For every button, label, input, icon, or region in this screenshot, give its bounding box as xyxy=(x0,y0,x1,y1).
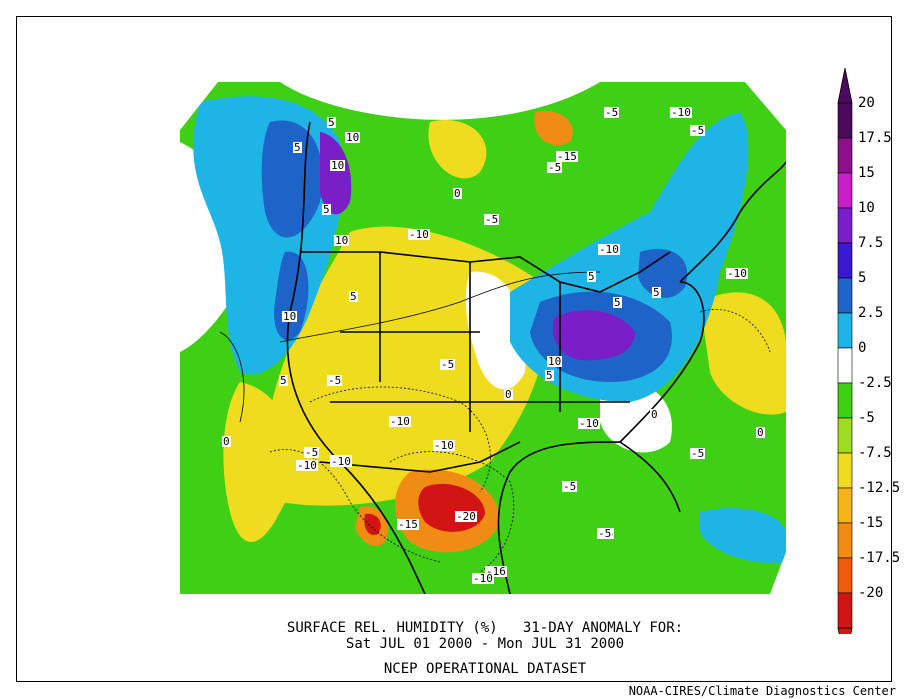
contour-value-label: -10 xyxy=(472,572,494,585)
contour-value-label: 5 xyxy=(279,374,288,387)
contour-value-label: 0 xyxy=(222,435,231,448)
colorbar-tick-label: -5 xyxy=(858,410,875,426)
colorbar-bottom-arrow xyxy=(837,627,853,634)
contour-value-label: -15 xyxy=(556,150,578,163)
contour-value-label: -10 xyxy=(433,439,455,452)
dry-region-pacific xyxy=(223,382,295,542)
wet-region-midwest-core xyxy=(552,310,635,361)
contour-value-label: 10 xyxy=(345,131,361,144)
contour-value-label: 0 xyxy=(453,187,462,200)
contour-value-label: 0 xyxy=(756,426,765,439)
colorbar xyxy=(837,68,853,634)
caption-dataset: NCEP OPERATIONAL DATASET xyxy=(383,661,587,677)
contour-value-label: -10 xyxy=(726,267,748,280)
colorbar-swatch xyxy=(837,137,853,174)
contour-value-label: -10 xyxy=(578,417,600,430)
contour-value-label: 0 xyxy=(504,388,513,401)
colorbar-swatch xyxy=(837,242,853,279)
colorbar-swatch xyxy=(837,207,853,244)
contour-value-label: -5 xyxy=(484,213,500,226)
colorbar-tick-label: 10 xyxy=(858,200,875,216)
colorbar-tick-label: 15 xyxy=(858,165,875,181)
wet-region-ontario xyxy=(638,248,688,298)
wet-region-pacific-mid xyxy=(261,120,323,238)
contour-value-label: -10 xyxy=(389,415,411,428)
contour-value-label: -10 xyxy=(296,459,318,472)
colorbar-tick-label: -15 xyxy=(858,515,884,531)
dry-region-atlantic xyxy=(700,292,786,415)
dry-region-northwest-canada xyxy=(428,120,487,179)
colorbar-swatch xyxy=(837,102,853,139)
caption-title: SURFACE REL. HUMIDITY (%) 31-DAY ANOMALY… xyxy=(286,620,684,636)
wet-region-northwest-core xyxy=(320,132,352,215)
contour-value-label: -16 xyxy=(485,565,507,578)
contour-value-label: 10 xyxy=(330,159,346,172)
colorbar-tick-label: 7.5 xyxy=(858,235,884,251)
contour-value-label: 5 xyxy=(587,270,596,283)
colorbar-tick-label: -2.5 xyxy=(858,375,892,391)
colorbar-top-arrow xyxy=(837,68,853,104)
wet-region-caribbean xyxy=(700,508,786,563)
contour-value-label: -5 xyxy=(304,446,320,459)
colorbar-swatch xyxy=(837,592,853,629)
contour-value-label: -10 xyxy=(408,228,430,241)
colorbar-tick-label: 5 xyxy=(858,270,867,286)
contour-value-label: -5 xyxy=(562,480,578,493)
dry-region-plains xyxy=(375,230,452,293)
colorbar-swatch xyxy=(837,277,853,314)
contour-value-label: -5 xyxy=(604,106,620,119)
colorbar-swatch xyxy=(837,382,853,419)
colorbar-tick-label: -20 xyxy=(858,585,884,601)
colorbar-swatch xyxy=(837,347,853,384)
contour-value-label: -5 xyxy=(690,124,706,137)
contour-value-label: 5 xyxy=(327,116,336,129)
contour-value-label: 0 xyxy=(650,408,659,421)
colorbar-swatch xyxy=(837,557,853,594)
colorbar-tick-label: 0 xyxy=(858,340,867,356)
contour-value-label: 10 xyxy=(334,234,350,247)
contour-value-label: -5 xyxy=(547,161,563,174)
colorbar-swatch xyxy=(837,312,853,349)
colorbar-swatch xyxy=(837,522,853,559)
contour-value-label: -5 xyxy=(440,358,456,371)
colorbar-swatch xyxy=(837,487,853,524)
contour-value-label: 5 xyxy=(652,286,661,299)
contour-value-label: -5 xyxy=(597,527,613,540)
colorbar-tick-label: -12.5 xyxy=(858,480,901,496)
contour-value-label: 10 xyxy=(282,310,298,323)
dry-region-baja-red xyxy=(364,513,381,536)
contour-value-label: -5 xyxy=(327,374,343,387)
colorbar-swatch xyxy=(837,172,853,209)
colorbar-tick-label: -7.5 xyxy=(858,445,892,461)
contour-value-label: 10 xyxy=(547,355,563,368)
humidity-anomaly-map xyxy=(180,82,786,594)
colorbar-tick-label: 20 xyxy=(858,95,875,111)
dry-region-arctic-orange xyxy=(534,111,573,146)
contour-value-label: 5 xyxy=(349,290,358,303)
contour-value-label: -15 xyxy=(397,518,419,531)
border-lines xyxy=(286,121,786,594)
contour-value-label: 5 xyxy=(613,296,622,309)
credit-text: NOAA-CIRES/Climate Diagnostics Center xyxy=(628,684,896,698)
contour-value-label: -20 xyxy=(455,510,477,523)
contour-value-label: -10 xyxy=(598,243,620,256)
plot-frame xyxy=(16,16,892,682)
colorbar-swatch xyxy=(837,452,853,489)
colorbar-tick-label: 17.5 xyxy=(858,130,892,146)
contour-value-label: -10 xyxy=(670,106,692,119)
contour-value-label: -10 xyxy=(330,455,352,468)
caption-dates: Sat JUL 01 2000 - Mon JUL 31 2000 xyxy=(345,636,625,652)
colorbar-tick-label: -17.5 xyxy=(858,550,901,566)
contour-value-label: -5 xyxy=(690,447,706,460)
contour-value-label: 5 xyxy=(545,369,554,382)
colorbar-tick-label: 2.5 xyxy=(858,305,884,321)
contour-value-label: 5 xyxy=(293,141,302,154)
contour-value-label: 5 xyxy=(322,203,331,216)
colorbar-swatch xyxy=(837,417,853,454)
